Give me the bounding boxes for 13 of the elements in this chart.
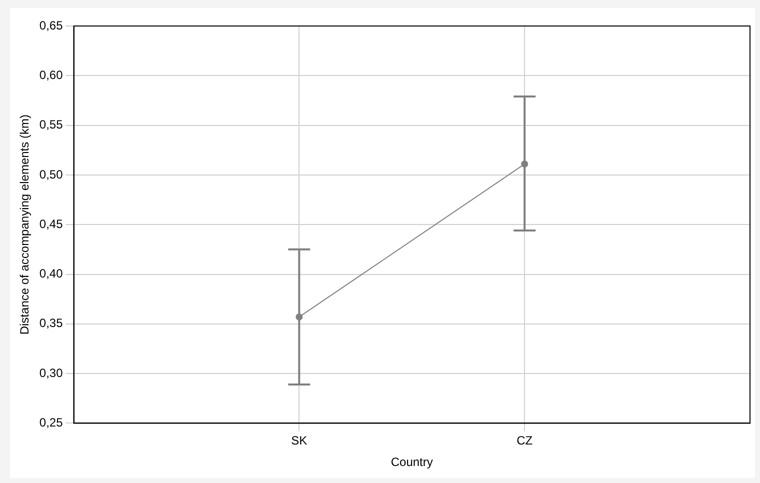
y-tick-label: 0,25 [39,416,64,430]
y-tick-label: 0,60 [39,68,64,82]
y-tick-label: 0,55 [39,118,64,132]
y-tick-label: 0,40 [39,266,64,281]
y-tick-label: 0,30 [39,366,64,380]
y-tick-label: 0,65 [39,18,64,32]
y-tick-label: 0,35 [39,316,64,330]
x-tick-label: SK [291,434,308,448]
y-tick-label: 0,45 [39,216,64,231]
y-tick-label: 0,50 [39,167,64,182]
y-axis-title: Distance of accompanying elements (km) [18,114,32,335]
x-axis-title: Country [390,455,433,470]
x-tick-label: CZ [516,434,533,448]
